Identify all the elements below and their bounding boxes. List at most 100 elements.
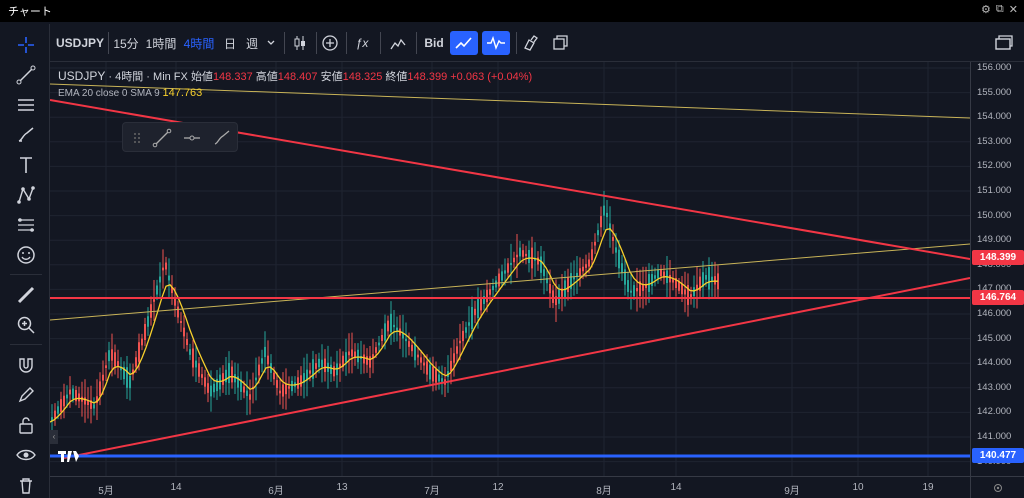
price-tick: 150.000 (977, 209, 1012, 221)
float-horizontal-ray-icon[interactable] (181, 127, 203, 149)
chart-pane[interactable]: USDJPY · 4時間 · Min FX 始値148.337 高値148.40… (50, 62, 970, 476)
eye-icon[interactable] (13, 442, 39, 468)
price-tick: 147.000 (977, 283, 1012, 295)
time-tick: 6月 (268, 486, 284, 497)
candle-body (387, 320, 389, 332)
candle-body (681, 283, 683, 295)
candle-body (378, 342, 380, 346)
candle-body (75, 389, 77, 402)
candle-body (597, 230, 599, 236)
compare-add-icon[interactable] (318, 31, 342, 55)
layout-windows-icon[interactable] (548, 31, 572, 55)
crosshair-icon[interactable] (13, 32, 39, 58)
candle-body (210, 385, 212, 397)
price-chart[interactable] (50, 62, 970, 476)
candle-body (99, 381, 101, 396)
candle-body (171, 286, 173, 294)
candle-body (525, 253, 527, 257)
settings-icon[interactable]: ⚙ (981, 4, 991, 16)
symbol-search-button[interactable]: USDJPY (55, 36, 105, 50)
indicators-fx-icon[interactable]: ƒx (355, 36, 369, 50)
time-axis[interactable]: 5月 14 6月 13 7月 12 8月 14 9月 10 19 (50, 476, 970, 498)
price-tick: 154.000 (977, 111, 1012, 123)
candle-body (123, 366, 125, 380)
brush-icon[interactable] (13, 122, 39, 148)
clear-brush-icon[interactable] (518, 31, 542, 55)
candles-icon[interactable] (288, 31, 312, 55)
text-tool-icon[interactable] (13, 152, 39, 178)
candle-body (120, 366, 122, 371)
candle-body (345, 352, 347, 363)
candle-body (672, 278, 674, 283)
candle-body (534, 258, 536, 261)
candle-body (510, 262, 512, 266)
candle-body (435, 369, 437, 383)
legend-change: +0.063 (+0.04%) (450, 71, 533, 83)
interval-week-button[interactable]: 週 (245, 36, 258, 51)
candle-body (69, 389, 71, 395)
candle-body (330, 364, 332, 374)
bid-button[interactable]: Bid (424, 36, 444, 50)
pattern-tool-icon[interactable] (13, 182, 39, 208)
candle-body (159, 276, 161, 283)
candle-body (246, 390, 248, 396)
float-trendline-icon[interactable] (151, 127, 173, 149)
close-icon[interactable]: ✕ (1008, 4, 1018, 16)
candle-body (267, 355, 269, 365)
candle-body (384, 323, 386, 341)
popout-icon[interactable]: ⧉ (995, 3, 1004, 15)
candle-body (87, 400, 89, 406)
trash-icon[interactable] (13, 472, 39, 498)
candle-body (303, 373, 305, 383)
drag-handle-icon[interactable] (127, 127, 149, 149)
pencil-lock-icon[interactable] (13, 382, 39, 408)
candle-body (711, 276, 713, 282)
candle-body (612, 237, 614, 241)
trend-toggle-icon[interactable] (450, 31, 478, 55)
candle-body (144, 323, 146, 341)
candle-body (153, 299, 155, 302)
float-brush-icon[interactable] (211, 127, 233, 149)
interval-1h-button[interactable]: 1時間 (145, 36, 177, 51)
time-tick: 5月 (98, 486, 114, 497)
interval-4h-button[interactable]: 4時間 (183, 36, 215, 51)
candle-body (342, 355, 344, 367)
candle-body (54, 410, 56, 419)
candle-body (201, 374, 203, 378)
interval-day-button[interactable]: 日 (223, 36, 236, 51)
axis-settings-icon[interactable] (970, 476, 1024, 498)
zoom-in-icon[interactable] (13, 312, 39, 338)
fib-tool-icon[interactable] (13, 212, 39, 238)
magnet-icon[interactable] (13, 352, 39, 378)
collapse-toolbar-tab[interactable]: ‹ (50, 430, 58, 444)
candle-body (642, 284, 644, 291)
oscillator-toggle-icon[interactable] (482, 31, 510, 55)
candle-body (429, 364, 431, 380)
lock-icon[interactable] (13, 412, 39, 438)
emoji-icon[interactable] (13, 242, 39, 268)
last-price-label: 148.399 (972, 250, 1024, 265)
candle-body (528, 249, 530, 264)
horizontal-lines-icon[interactable] (13, 92, 39, 118)
candle-body (186, 339, 188, 345)
candle-body (648, 274, 650, 292)
candle-body (408, 341, 410, 347)
candle-body (483, 296, 485, 304)
indicator-legend[interactable]: EMA 20 close 0 SMA 9 147.763 (58, 87, 202, 99)
candle-body (309, 370, 311, 374)
candle-body (600, 216, 602, 228)
candle-body (504, 270, 506, 274)
ruler-icon[interactable] (13, 282, 39, 308)
chevron-down-icon[interactable] (264, 31, 278, 55)
candle-body (570, 273, 572, 289)
candle-body (477, 298, 479, 318)
price-tick: 153.000 (977, 135, 1012, 147)
candle-body (558, 289, 560, 304)
chart-layout-icon[interactable] (990, 31, 1018, 55)
price-axis[interactable]: 156.000 155.000 154.000 153.000 152.000 151.0… (970, 62, 1024, 476)
candle-body (555, 296, 557, 306)
interval-15m-button[interactable]: 15分 (113, 36, 139, 51)
tradingview-logo (56, 448, 82, 464)
trendline-tool-icon[interactable] (13, 62, 39, 88)
templates-icon[interactable] (386, 31, 410, 55)
